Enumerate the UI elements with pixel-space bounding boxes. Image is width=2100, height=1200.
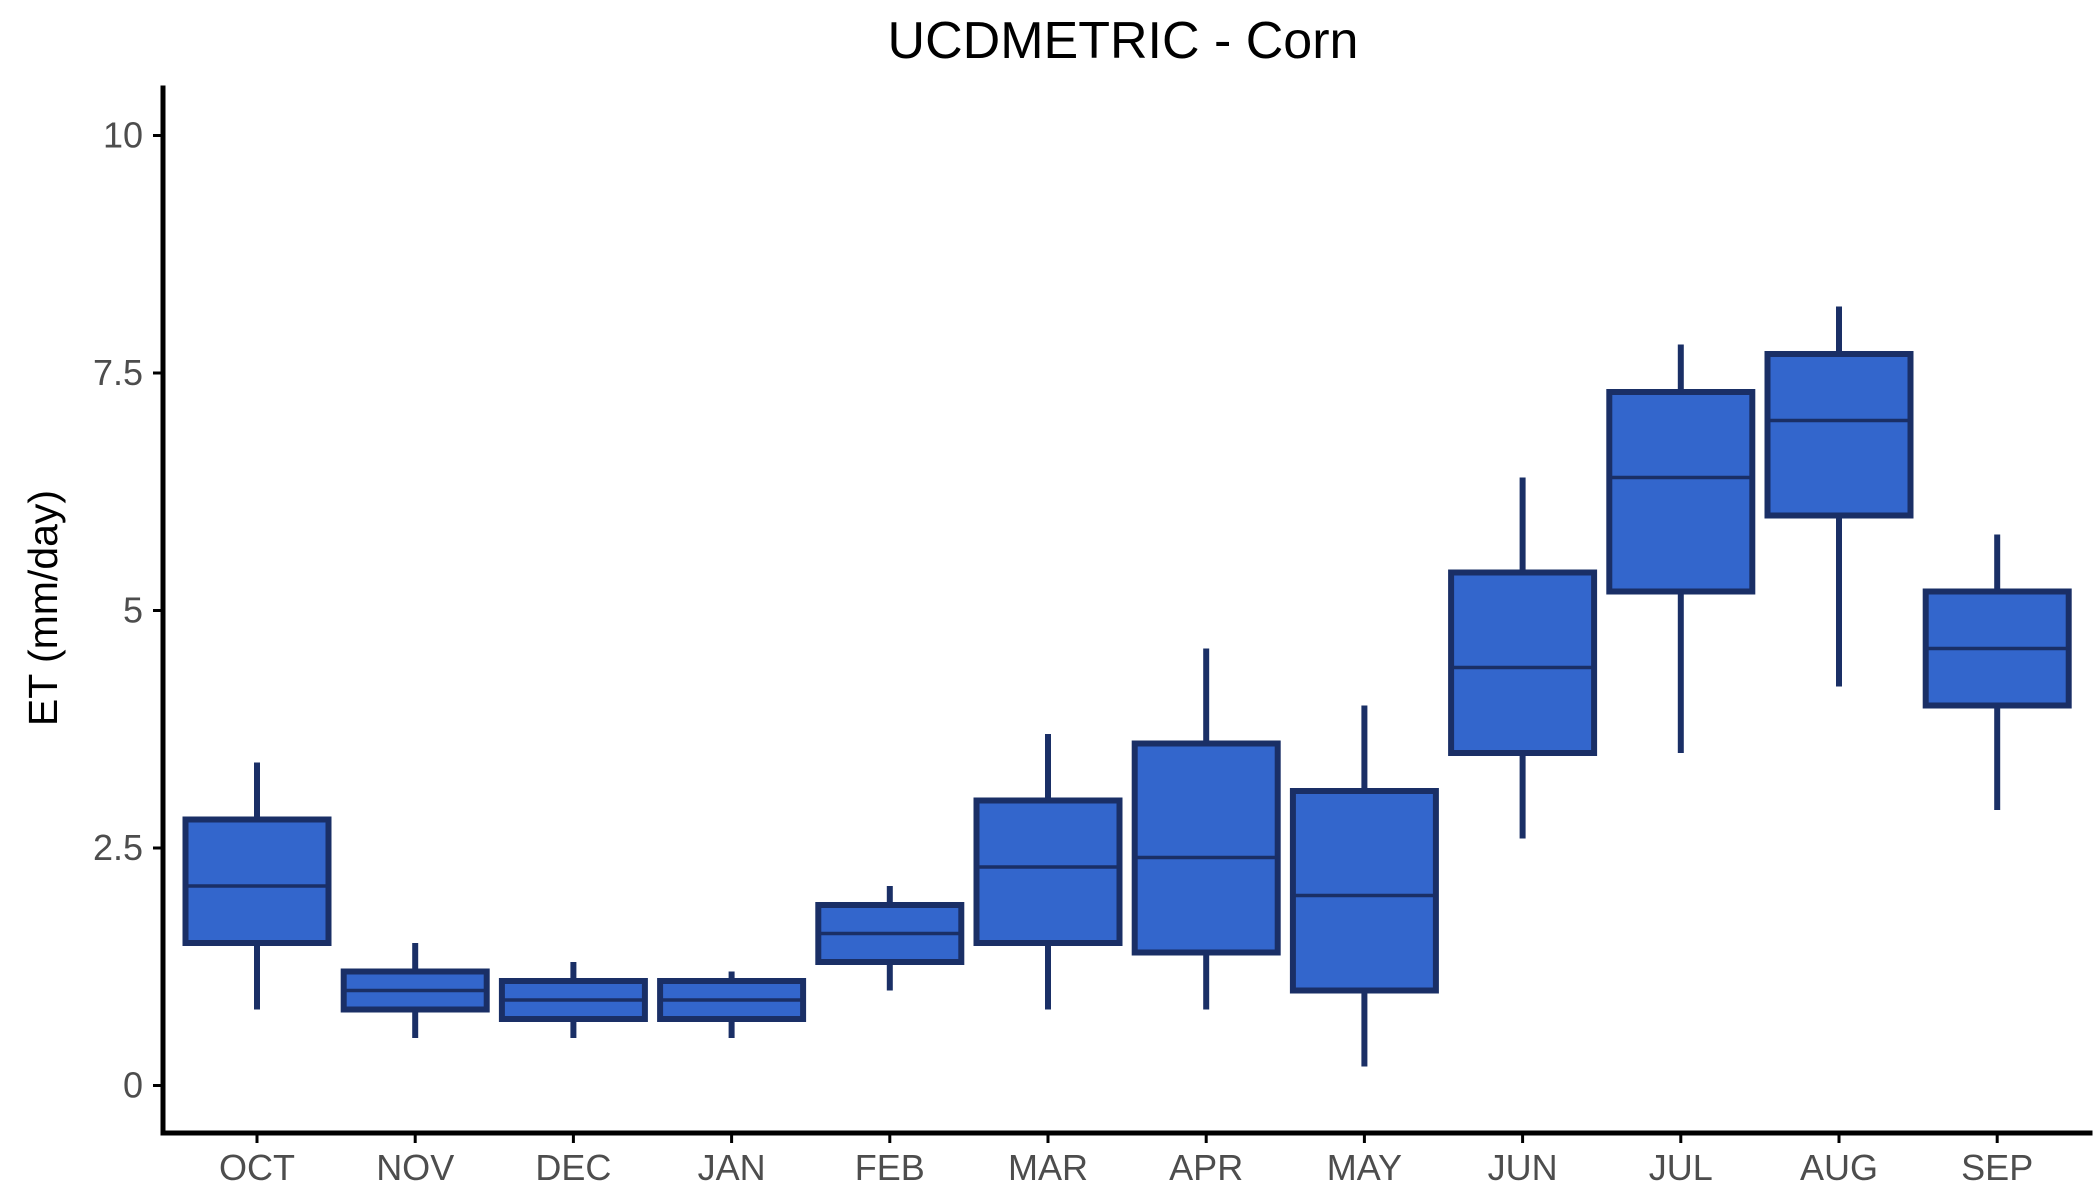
y-axis-title: ET (mm/day) <box>20 490 66 726</box>
box <box>1131 740 1281 956</box>
x-tick-label: MAY <box>1327 1147 1402 1188</box>
y-tick-label: 0 <box>123 1065 143 1106</box>
x-tick-label: JAN <box>698 1147 766 1188</box>
x-tick-label: APR <box>1169 1147 1243 1188</box>
x-tick-label: NOV <box>376 1147 454 1188</box>
y-tick-label: 7.5 <box>93 352 143 393</box>
chart-title: UCDMETRIC - Corn <box>888 12 1359 70</box>
box <box>1289 788 1439 994</box>
box <box>1448 569 1598 756</box>
box <box>1606 389 1756 595</box>
x-tick-label: JUN <box>1488 1147 1558 1188</box>
x-tick-label: SEP <box>1961 1147 2033 1188</box>
box <box>973 797 1123 946</box>
box <box>182 816 332 946</box>
x-tick-label: DEC <box>535 1147 611 1188</box>
y-tick-label: 2.5 <box>93 827 143 868</box>
x-tick-label: OCT <box>219 1147 295 1188</box>
x-tick-label: AUG <box>1800 1147 1878 1188</box>
y-tick-label: 10 <box>103 115 143 156</box>
plot-area: 0 2.5 5 7.5 10 OCT NOV DEC JAN FEB MAR APR MAY JUN JUL… <box>93 85 2093 1188</box>
x-tick-label: MAR <box>1008 1147 1088 1188</box>
x-tick-label: FEB <box>855 1147 925 1188</box>
y-tick-label: 5 <box>123 590 143 631</box>
box <box>1764 351 1914 519</box>
x-tick-label: JUL <box>1649 1147 1713 1188</box>
